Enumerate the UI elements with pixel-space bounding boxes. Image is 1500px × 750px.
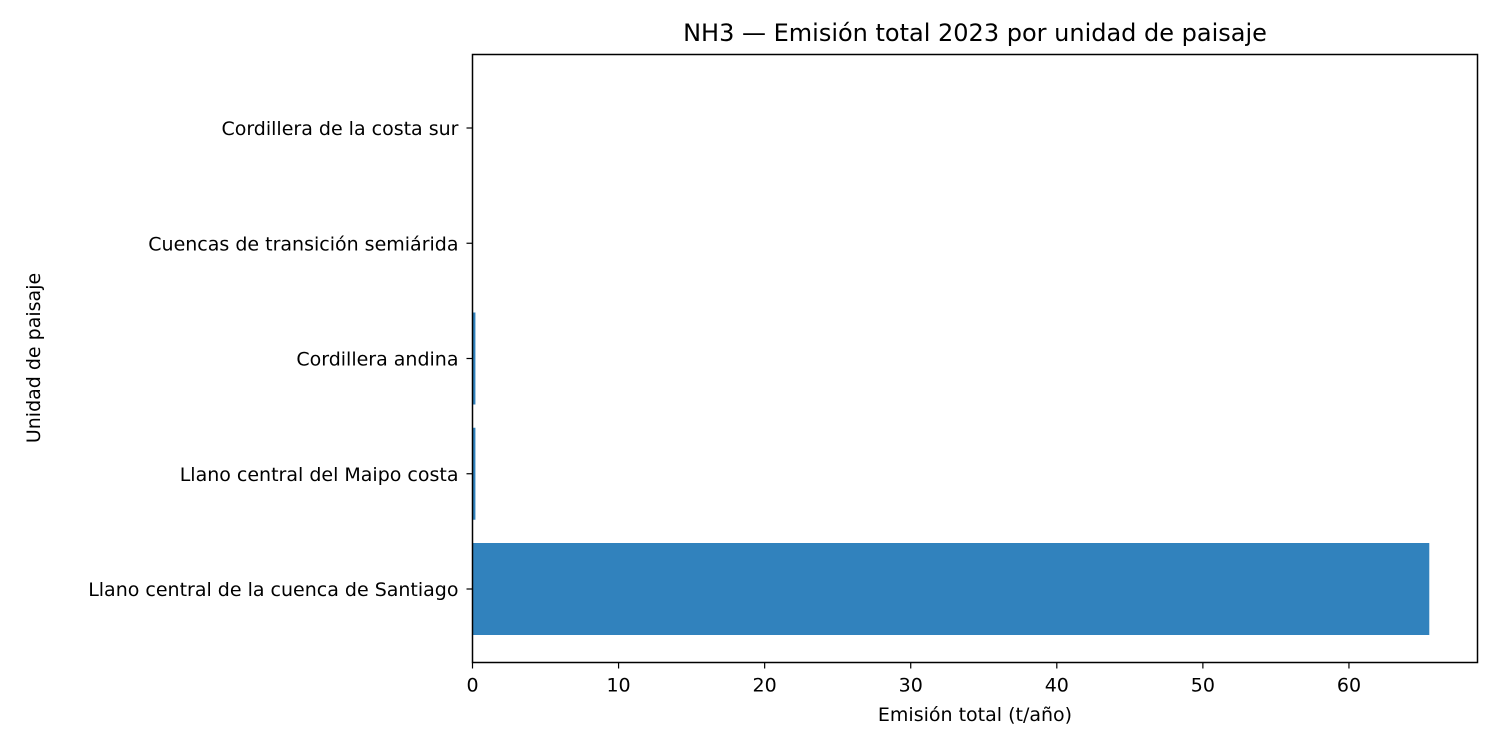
- x-tick-label: 30: [899, 675, 923, 697]
- x-tick-label: 10: [606, 675, 630, 697]
- x-tick-label: 60: [1337, 675, 1361, 697]
- x-axis-label: Emisión total (t/año): [878, 704, 1072, 726]
- y-tick-label: Llano central del Maipo costa: [180, 464, 459, 486]
- y-tick-label: Cuencas de transición semiárida: [148, 233, 458, 255]
- y-tick-label: Cordillera andina: [296, 349, 458, 371]
- x-tick-label: 40: [1045, 675, 1069, 697]
- bar: [472, 543, 1430, 635]
- x-tick-label: 0: [466, 675, 478, 697]
- bars-group: [472, 312, 1430, 635]
- y-tick-label: Cordillera de la costa sur: [221, 118, 458, 140]
- y-axis-label: Unidad de paisaje: [23, 273, 45, 443]
- bar: [472, 312, 476, 405]
- y-axis: Llano central de la cuenca de Santiago Ll…: [88, 118, 473, 601]
- x-tick-label: 20: [753, 675, 777, 697]
- bar: [472, 427, 476, 520]
- chart-title: NH3 — Emisión total 2023 por unidad de p…: [683, 19, 1267, 47]
- x-axis: 0 10 20 30 40 50 60: [466, 662, 1361, 697]
- y-tick-label: Llano central de la cuenca de Santiago: [88, 579, 458, 601]
- x-tick-label: 50: [1191, 675, 1215, 697]
- plot-frame: [471, 53, 1479, 664]
